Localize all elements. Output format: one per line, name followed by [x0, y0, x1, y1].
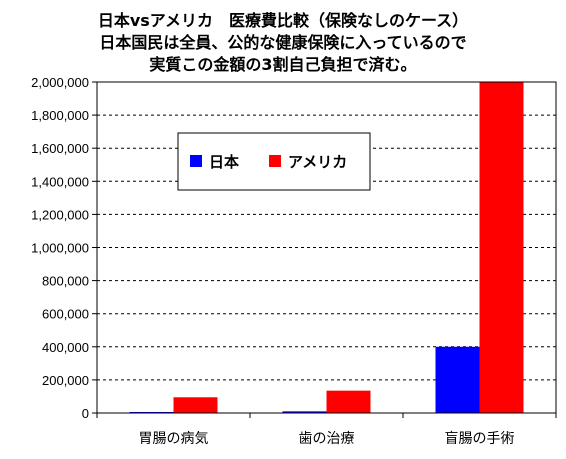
y-tick-label: 2,000,000 [31, 75, 89, 90]
y-tick-label: 1,600,000 [31, 141, 89, 156]
y-tick-label: 1,800,000 [31, 108, 89, 123]
bar-japan-2 [435, 346, 480, 413]
bar-usa-0 [173, 397, 218, 413]
bar-usa-1 [326, 390, 371, 413]
legend-swatch-usa [269, 155, 281, 167]
x-category-label: 盲腸の手術 [445, 430, 515, 447]
y-tick-label: 1,000,000 [31, 241, 89, 256]
legend-label-japan: 日本 [209, 153, 239, 171]
chart-title: 日本vsアメリカ 医療費比較（保険なしのケース） 日本国民は全員、公的な健康保険… [98, 11, 468, 74]
chart-title-line-3: 実質この金額の3割自己負担で済む。 [149, 55, 416, 74]
y-tick-label: 0 [82, 406, 89, 421]
y-tick-label: 200,000 [42, 373, 89, 388]
chart-title-line-1: 日本vsアメリカ 医療費比較（保険なしのケース） [98, 11, 468, 30]
x-category-label: 歯の治療 [299, 430, 355, 447]
y-tick-label: 1,200,000 [31, 207, 89, 222]
x-category-label: 胃腸の病気 [139, 431, 209, 447]
legend-label-usa: アメリカ [288, 153, 347, 171]
bar-japan-1 [282, 411, 327, 413]
y-tick-label: 400,000 [42, 340, 89, 355]
chart-title-line-2: 日本国民は全員、公的な健康保険に入っているので [99, 33, 466, 52]
bars [129, 82, 524, 413]
bar-usa-2 [479, 82, 524, 413]
legend-swatch-japan [190, 155, 202, 167]
y-axis-tick-labels: 0 200,000 400,000 600,000 800,000 1,000,000 1,… [31, 75, 97, 421]
y-tick-label: 600,000 [42, 307, 89, 322]
legend: 日本 アメリカ [177, 132, 371, 191]
y-tick-label: 1,400,000 [31, 174, 89, 189]
x-axis-category-labels: 胃腸の病気 歯の治療 盲腸の手術 [139, 430, 515, 447]
y-tick-label: 800,000 [42, 274, 89, 289]
